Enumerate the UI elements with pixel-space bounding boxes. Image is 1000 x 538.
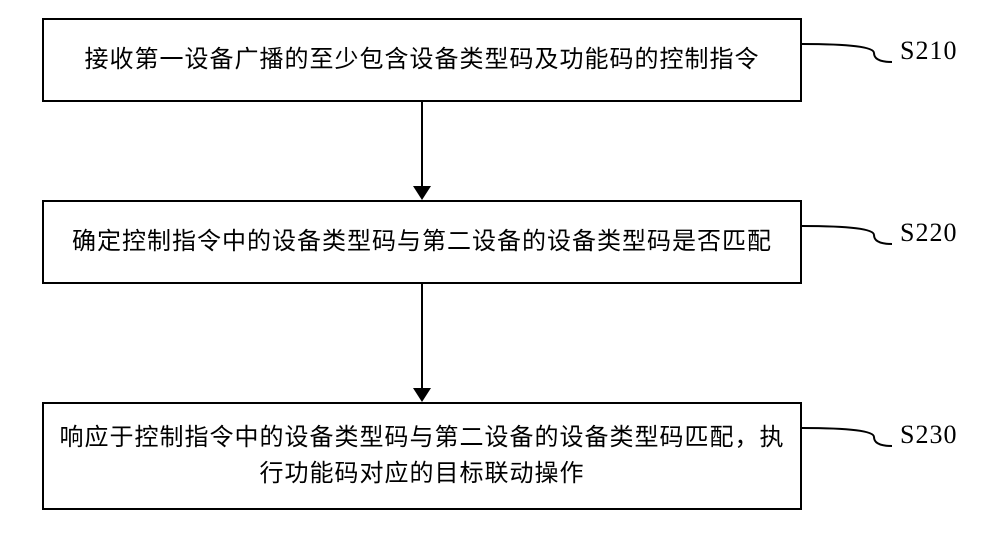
flow-step-1-connector [802, 44, 892, 62]
flow-step-3-text: 响应于控制指令中的设备类型码与第二设备的设备类型码匹配，执行功能码对应的目标联动… [56, 420, 788, 492]
flow-step-1-text: 接收第一设备广播的至少包含设备类型码及功能码的控制指令 [85, 42, 760, 78]
flow-step-2: 确定控制指令中的设备类型码与第二设备的设备类型码是否匹配 [42, 200, 802, 284]
flow-step-3-label: S230 [900, 420, 957, 450]
flow-step-2-label: S220 [900, 218, 957, 248]
flow-step-1: 接收第一设备广播的至少包含设备类型码及功能码的控制指令 [42, 18, 802, 102]
arrow-1-2 [413, 102, 431, 200]
flow-step-3: 响应于控制指令中的设备类型码与第二设备的设备类型码匹配，执行功能码对应的目标联动… [42, 402, 802, 510]
arrow-2-3 [413, 284, 431, 402]
flow-step-2-text: 确定控制指令中的设备类型码与第二设备的设备类型码是否匹配 [72, 224, 772, 260]
flow-step-3-connector [802, 428, 892, 446]
flow-step-2-connector [802, 226, 892, 244]
flow-step-1-label: S210 [900, 36, 957, 66]
